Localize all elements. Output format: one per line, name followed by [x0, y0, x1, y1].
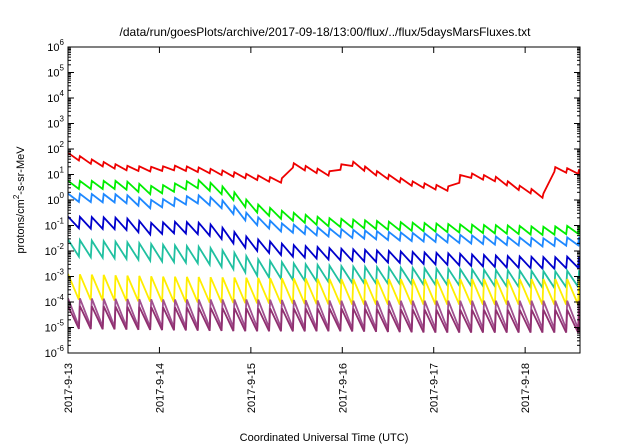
y-tick-label: 100: [47, 191, 64, 207]
series-line-4: [68, 214, 580, 271]
y-tick-base: 10: [47, 42, 59, 54]
y-tick-base: 10: [47, 93, 59, 105]
y-tick-exponent: -5: [57, 319, 65, 328]
y-tick-base: 10: [45, 246, 57, 258]
series-line-5: [68, 237, 580, 291]
y-tick-label: 10-5: [45, 319, 65, 335]
y-tick-label: 10-2: [45, 242, 65, 258]
x-tick-label: 2017-9-14: [154, 363, 166, 413]
y-tick-label: 10-1: [45, 217, 65, 233]
x-tick-label: 2017-9-15: [246, 363, 258, 413]
y-tick-label: 102: [47, 140, 64, 156]
y-axis-label-superscript: 2: [12, 194, 21, 199]
y-tick-exponent: -1: [57, 217, 65, 226]
x-axis-label: Coordinated Universal Time (UTC): [240, 432, 409, 444]
y-tick-base: 10: [45, 348, 57, 360]
x-tick-label: 2017-9-16: [337, 363, 349, 413]
y-tick-base: 10: [47, 144, 59, 156]
y-tick-exponent: 1: [60, 166, 65, 175]
x-tick-label: 2017-9-13: [63, 363, 75, 413]
y-tick-label: 103: [47, 115, 64, 131]
y-tick-base: 10: [45, 323, 57, 335]
y-tick-label: 10-4: [45, 293, 65, 309]
y-tick-label: 106: [47, 38, 64, 54]
y-tick-base: 10: [47, 170, 59, 182]
y-tick-exponent: 5: [60, 64, 65, 73]
y-tick-exponent: -2: [57, 242, 65, 251]
y-tick-base: 10: [45, 221, 57, 233]
y-axis: 10610510410310210110010-110-210-310-410-…: [45, 38, 580, 360]
chart-title: /data/run/goesPlots/archive/2017-09-18/1…: [120, 25, 532, 39]
series-line-3: [68, 192, 580, 249]
y-tick-label: 10-3: [45, 268, 65, 284]
y-tick-label: 104: [47, 89, 64, 105]
x-tick-label: 2017-9-17: [429, 363, 441, 413]
y-tick-exponent: 4: [60, 89, 65, 98]
series-line-6: [68, 273, 580, 305]
y-tick-exponent: 3: [60, 115, 65, 124]
series-layer: [68, 152, 580, 333]
y-tick-exponent: -3: [57, 268, 65, 277]
y-tick-base: 10: [47, 119, 59, 131]
plot-frame: [67, 46, 581, 354]
y-tick-base: 10: [47, 68, 59, 80]
y-axis-label-part-2: -s-sr-MeV: [15, 146, 27, 195]
y-tick-label: 105: [47, 64, 64, 80]
y-tick-exponent: 6: [60, 38, 65, 47]
y-tick-exponent: -4: [57, 293, 65, 302]
x-tick-label: 2017-9-18: [520, 363, 532, 413]
series-line-8: [68, 305, 580, 333]
y-tick-exponent: 2: [60, 140, 65, 149]
y-axis-label-part-1: protons/cm: [15, 199, 27, 253]
y-tick-exponent: 0: [60, 191, 65, 200]
series-line-2: [68, 178, 580, 237]
x-axis: 2017-9-13 2017-9-14 2017-9-15 2017-9-16 2017…: [63, 47, 532, 413]
series-line-7: [68, 297, 580, 330]
y-tick-base: 10: [47, 195, 59, 207]
y-tick-exponent: -6: [57, 344, 65, 353]
y-tick-base: 10: [45, 272, 57, 284]
y-axis-label: protons/cm2-s-sr-MeV: [12, 146, 27, 254]
series-line-1: [68, 152, 580, 200]
y-tick-base: 10: [45, 297, 57, 309]
y-tick-label: 10-6: [45, 344, 65, 360]
y-tick-label: 101: [47, 166, 64, 182]
